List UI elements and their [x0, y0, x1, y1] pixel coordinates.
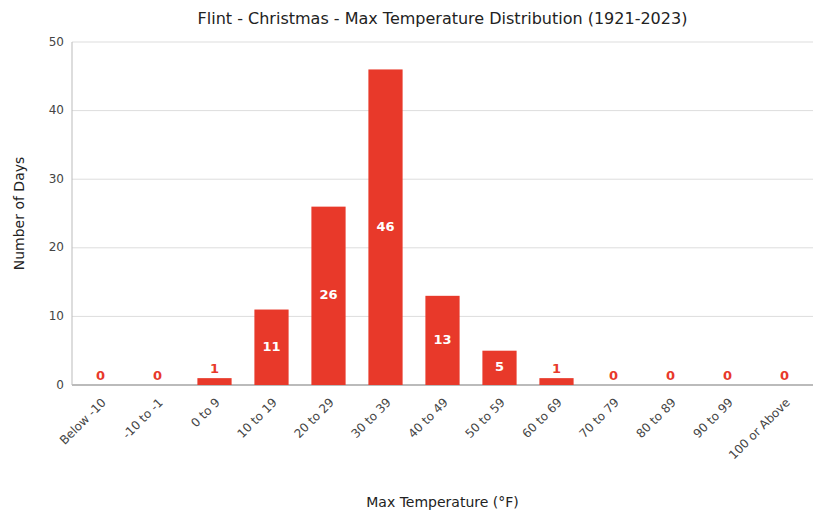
bar	[596, 385, 630, 386]
x-tick-label: 70 to 79	[576, 395, 621, 440]
x-tick-label: 50 to 59	[462, 395, 507, 440]
data-label: 11	[262, 339, 280, 354]
data-label: 5	[495, 359, 504, 374]
data-label: 0	[723, 368, 732, 383]
data-label: 1	[210, 361, 219, 376]
x-axis-label: Max Temperature (°F)	[366, 494, 519, 510]
bars	[197, 69, 573, 385]
grid	[72, 42, 813, 385]
y-tick-label: 0	[56, 378, 64, 392]
x-tick-label: 80 to 89	[633, 395, 678, 440]
y-tick-label: 50	[49, 35, 64, 49]
bar	[140, 385, 174, 386]
bar	[254, 310, 288, 385]
bar	[653, 385, 687, 386]
bar	[710, 385, 744, 386]
bar	[425, 296, 459, 385]
bar	[368, 69, 402, 385]
data-label: 13	[433, 332, 451, 347]
bar	[83, 385, 117, 386]
data-label: 0	[666, 368, 675, 383]
y-tick-label: 30	[49, 172, 64, 186]
grid-line	[72, 247, 813, 248]
background	[0, 0, 835, 517]
x-tick-label: 60 to 69	[519, 395, 564, 440]
y-axis-label: Number of Days	[11, 157, 27, 271]
x-tick-label: 20 to 29	[291, 395, 336, 440]
bar	[197, 378, 231, 385]
grid-line	[72, 42, 813, 43]
x-tick-label: -10 to -1	[120, 395, 166, 441]
data-label: 1	[552, 361, 561, 376]
data-label: 46	[376, 219, 394, 234]
y-axis-line	[72, 42, 73, 385]
grid-line	[72, 110, 813, 111]
x-tick-label: 10 to 19	[234, 395, 279, 440]
data-label: 0	[96, 368, 105, 383]
x-tick-label: Below -10	[57, 395, 109, 447]
bar	[767, 385, 801, 386]
chart-svg: 0102030405000111264613510000Below -10-10…	[0, 0, 835, 517]
data-label: 0	[609, 368, 618, 383]
data-label: 26	[319, 287, 337, 302]
title: Flint - Christmas - Max Temperature Dist…	[198, 9, 688, 28]
x-tick-label: 40 to 49	[405, 395, 450, 440]
y-tick-label: 20	[49, 240, 64, 254]
bar	[539, 378, 573, 385]
x-tick-label: 0 to 9	[188, 395, 223, 430]
chart-container: 0102030405000111264613510000Below -10-10…	[0, 0, 835, 517]
bar	[311, 207, 345, 385]
y-tick-label: 40	[49, 103, 64, 117]
bar	[482, 351, 516, 385]
x-tick-label: 30 to 39	[348, 395, 393, 440]
grid-line	[72, 179, 813, 180]
x-tick-label: 90 to 99	[690, 395, 735, 440]
data-label: 0	[153, 368, 162, 383]
x-tick-label: 100 or Above	[726, 395, 793, 462]
data-label: 0	[780, 368, 789, 383]
y-tick-label: 10	[49, 309, 64, 323]
